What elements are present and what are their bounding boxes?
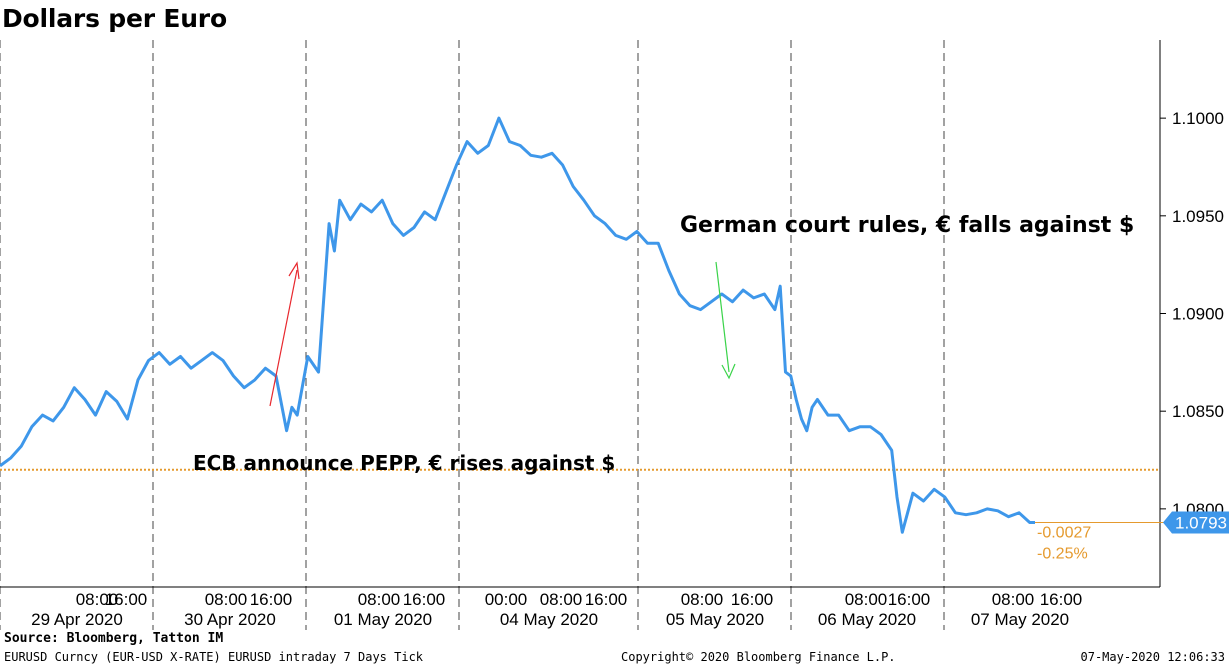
x-tick-label: 16:00 [105, 590, 148, 609]
y-tick-label: 1.1000 [1172, 109, 1224, 128]
court-arrow [715, 261, 730, 373]
last-value-label: 1.0793 [1175, 514, 1227, 533]
y-tick-label: 1.0850 [1172, 402, 1224, 421]
court-arrow-head [721, 363, 736, 380]
x-day-label: 04 May 2020 [500, 610, 598, 629]
chart-title: Dollars per Euro [2, 4, 227, 33]
last-value-badge [1163, 511, 1229, 534]
x-day-label: 06 May 2020 [818, 610, 916, 629]
price-series-line [0, 116, 1035, 534]
x-tick-label: 16:00 [731, 590, 774, 609]
x-tick-label: 16:00 [403, 590, 446, 609]
change-percent: -0.25% [1037, 546, 1088, 563]
x-tick-label: 08:00 [681, 590, 724, 609]
y-tick-label: 1.0950 [1172, 207, 1224, 226]
ecb-annotation: ECB announce PEPP, € rises against $ [193, 451, 615, 475]
x-day-label: 07 May 2020 [971, 610, 1069, 629]
source-note: Source: Bloomberg, Tatton IM [4, 631, 224, 646]
timestamp-note: 07-May-2020 12:06:33 [1080, 650, 1226, 664]
copyright-note: Copyright© 2020 Bloomberg Finance L.P. [621, 650, 896, 664]
x-tick-label: 00:00 [485, 590, 528, 609]
court-annotation: German court rules, € falls against $ [680, 213, 1134, 238]
change-value: -0.0027 [1037, 525, 1091, 542]
x-tick-label: 08:00 [358, 590, 401, 609]
x-day-label: 05 May 2020 [666, 610, 764, 629]
x-tick-label: 16:00 [585, 590, 628, 609]
ecb-arrow-head [288, 261, 300, 280]
x-tick-label: 16:00 [250, 590, 293, 609]
day-dividers [0, 40, 945, 630]
ticker-note: EURUSD Curncy (EUR-USD X-RATE) EURUSD in… [4, 650, 424, 664]
x-tick-label: 16:00 [888, 590, 931, 609]
x-tick-label: 16:00 [1040, 590, 1083, 609]
x-day-label: 01 May 2020 [334, 610, 432, 629]
x-tick-label: 08:00 [76, 590, 119, 609]
x-tick-label: 08:00 [992, 590, 1035, 609]
x-day-label: 30 Apr 2020 [184, 610, 276, 629]
ecb-arrow [269, 269, 298, 407]
x-tick-label: 08:00 [845, 590, 888, 609]
x-tick-label: 08:00 [205, 590, 248, 609]
y-tick-label: 1.0900 [1172, 305, 1224, 324]
x-day-label: 29 Apr 2020 [31, 610, 123, 629]
x-tick-label: 08:00 [540, 590, 583, 609]
